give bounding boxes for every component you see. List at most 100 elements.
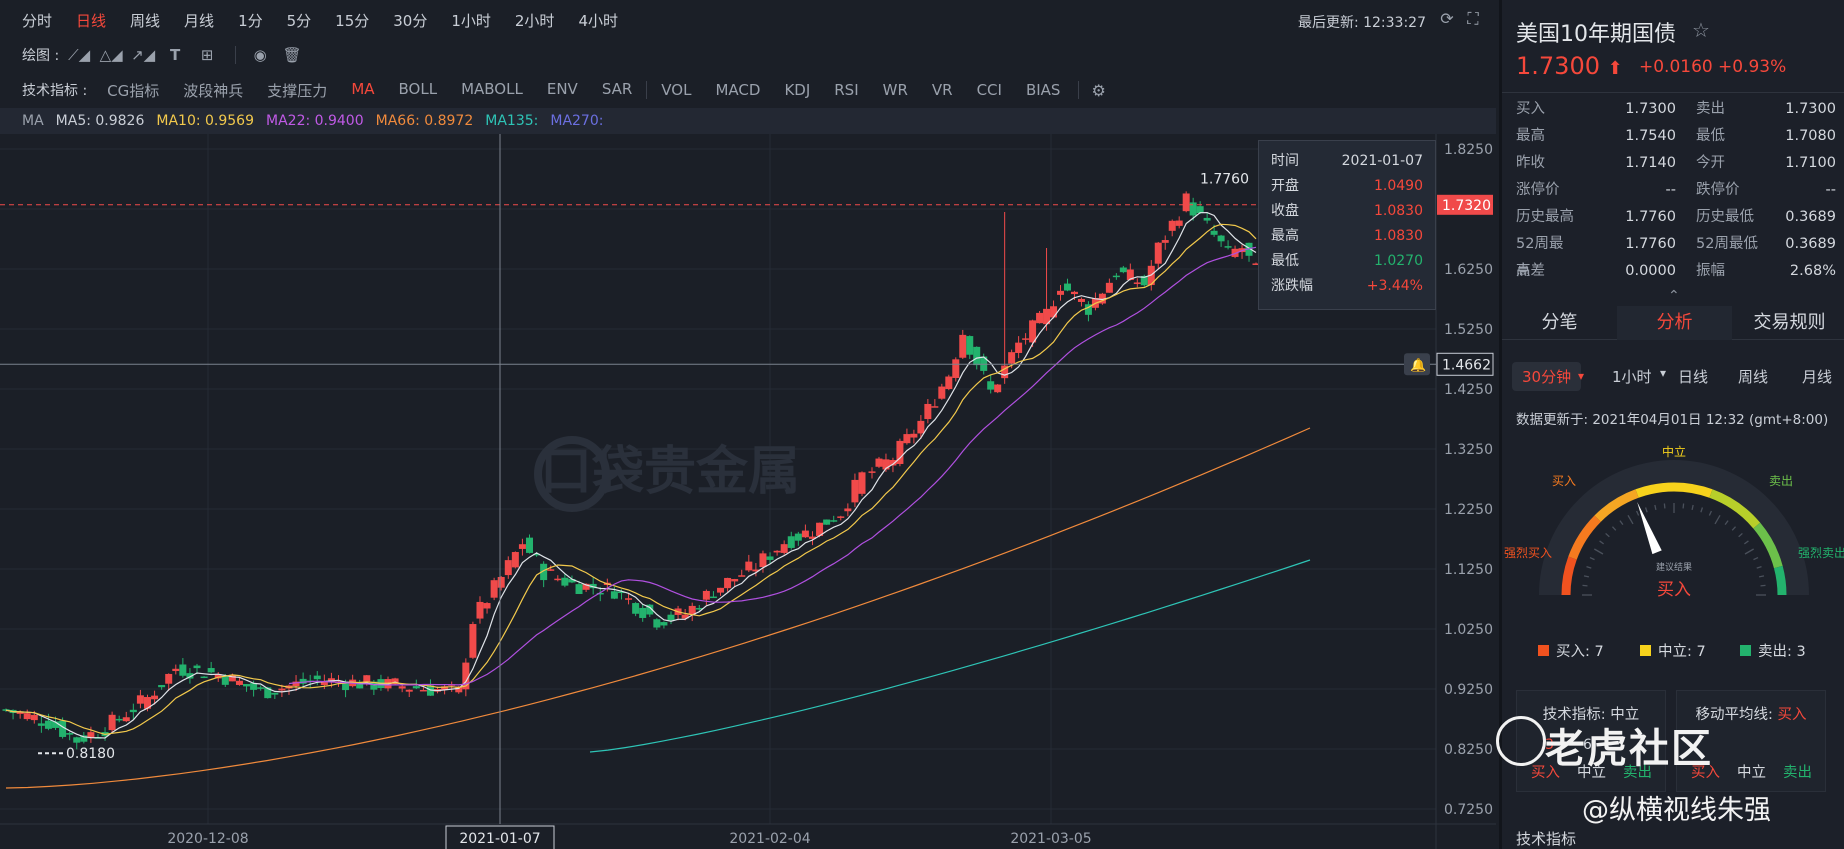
triangle-tool-icon[interactable]: △◢ [99,46,123,64]
ma10-value: MA10: 0.9569 [156,113,254,129]
tooltip-key: 时间 [1271,153,1299,169]
sub-indicator-7[interactable]: BIAS [1025,81,1061,99]
gauge-tick [1586,565,1592,569]
indicator-7[interactable]: SAR [601,79,633,98]
quote-row: 买入 1.7300 卖出 1.7300 [1516,96,1836,123]
candle [271,692,279,699]
candle [1119,265,1127,274]
sub-indicator-2[interactable]: KDJ [784,81,811,99]
sub-indicator-3[interactable]: RSI [834,81,859,99]
quote-v1: 1.7140 [1625,155,1676,171]
y-tick-label: 0.8250 [1444,742,1493,758]
tooltip-row: 最低 1.0270 [1259,249,1435,274]
fullscreen-icon[interactable]: ⛶ [1467,9,1479,28]
gauge-result: 买入 [1657,580,1691,600]
candle [158,684,166,690]
gauge-tick [1611,526,1617,531]
analysis-period-0[interactable]: 30分钟 [1512,362,1582,391]
candle [896,438,904,467]
tooltip-row: 收盘 1.0830 [1259,199,1435,224]
gauge-label: 中立 [1662,444,1686,459]
ma270-value: MA270: [550,113,604,129]
candle [938,383,946,400]
gauge-segment [1635,482,1713,498]
tab-0[interactable]: 分笔 [1502,306,1617,340]
gauge-segment [1594,489,1639,522]
candle [37,716,45,733]
candle [660,621,668,629]
ma-indicator-box: 移动平均线: 买入 买入 中立 卖出 [1676,690,1826,792]
candle [1057,285,1065,301]
period-4[interactable]: 1分 [238,11,263,30]
analysis-period-3[interactable]: 周线 [1738,368,1769,386]
gauge-tick [1758,575,1765,578]
indicator-2[interactable]: 支撑压力 [267,81,328,100]
sub-indicator-1[interactable]: MACD [715,81,761,99]
alert-bell-icon[interactable] [1404,353,1430,376]
candle [780,540,788,555]
indicator-5[interactable]: MABOLL [461,79,523,98]
indicator-1[interactable]: 波段神兵 [183,81,244,100]
candlestick-chart[interactable]: 1.82501.72501.62501.52501.42501.32501.22… [0,134,1496,849]
trash-icon[interactable]: 🗑 [282,46,302,64]
analysis-period-1[interactable]: 1小时 [1612,368,1652,386]
gauge-label: 强烈卖出 [1798,546,1844,560]
ruler-tool-icon[interactable]: ⊞ [200,46,214,64]
collapse-icon[interactable]: ⌃ [1668,288,1680,304]
candle [610,586,618,600]
period-7[interactable]: 30分 [393,11,428,30]
up-arrow-icon: ⬆ [1607,58,1623,79]
period-8[interactable]: 1小时 [451,11,491,30]
indicator-3[interactable]: MA [351,79,375,98]
candle [875,456,883,469]
text-tool-icon[interactable]: T [170,46,181,64]
candle [596,586,604,602]
candle [766,552,774,565]
candle [1224,240,1232,250]
gauge-segment [1709,489,1761,529]
candle [518,538,526,556]
sub-indicator-6[interactable]: CCI [976,81,1002,99]
analysis-period-2[interactable]: 日线 [1678,368,1709,386]
tab-1[interactable]: 分析 [1617,306,1732,340]
quote-k1: 买入 [1516,101,1545,117]
analysis-period-4[interactable]: 月线 [1802,368,1833,386]
period-6[interactable]: 15分 [335,11,370,30]
eye-icon[interactable]: ◉ [253,46,267,64]
candle [910,429,918,444]
candle [179,658,187,678]
arrow-tool-icon[interactable]: ↗◢ [131,46,156,64]
period-1[interactable]: 日线 [76,11,107,30]
indicator-4[interactable]: BOLL [398,79,438,98]
tooltip-value: +3.44% [1366,278,1423,294]
tooltip-key: 最高 [1271,228,1299,244]
quote-k2: 振幅 [1696,263,1725,279]
refresh-icon[interactable]: ⟳ [1440,9,1454,28]
gear-icon[interactable]: ⚙ [1091,80,1106,100]
indicator-0[interactable]: CG指标 [107,81,160,100]
period-2[interactable]: 周线 [130,11,161,30]
quote-v2: 1.7300 [1785,101,1836,117]
candle [299,672,307,687]
candle [674,605,682,621]
legend-item: 买入: 7 [1538,640,1604,661]
indicator-6[interactable]: ENV [546,79,578,98]
sub-indicator-4[interactable]: WR [882,81,908,99]
tech-buy-count: 3 [1545,737,1554,753]
quote-v1: -- [1665,182,1676,198]
period-10[interactable]: 4小时 [578,11,618,30]
crosshair-price-label: 1.4662 [1442,357,1491,373]
period-3[interactable]: 月线 [184,11,215,30]
period-9[interactable]: 2小时 [514,11,555,30]
candle [945,374,953,391]
gauge-tick [1724,520,1729,525]
tab-2[interactable]: 交易规则 [1732,306,1844,340]
candle [632,602,640,617]
period-0[interactable]: 分时 [22,11,53,30]
sub-indicator-5[interactable]: VR [931,81,953,99]
star-icon[interactable]: ☆ [1692,18,1710,42]
candle [136,689,144,709]
period-5[interactable]: 5分 [286,11,312,30]
sub-indicator-0[interactable]: VOL [661,81,692,99]
line-tool-icon[interactable]: ⟋◢ [68,46,91,64]
